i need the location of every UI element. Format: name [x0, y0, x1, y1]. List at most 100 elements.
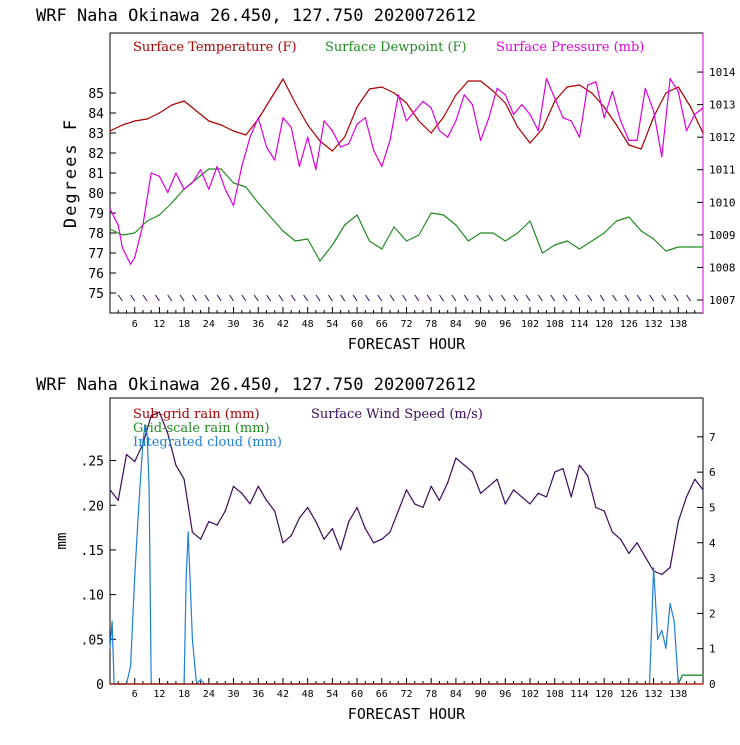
- wind-barb: [155, 294, 160, 302]
- data-point: [121, 234, 123, 236]
- wind-barb: [117, 294, 123, 302]
- data-point: [183, 100, 185, 102]
- y-left-tick-label: .15: [81, 544, 104, 559]
- data-point: [134, 576, 136, 578]
- data-point: [405, 120, 408, 122]
- data-point: [644, 87, 646, 89]
- data-point: [265, 499, 268, 501]
- data-point: [183, 188, 185, 190]
- data-point: [603, 510, 605, 512]
- data-point: [603, 117, 605, 119]
- wind-barb: [253, 294, 259, 302]
- data-point: [443, 214, 445, 216]
- data-point: [200, 538, 202, 540]
- data-point: [661, 629, 663, 632]
- data-point: [517, 126, 519, 128]
- data-point: [570, 120, 572, 122]
- data-point: [496, 87, 498, 89]
- x-tick-label: 48: [302, 689, 314, 700]
- x-tick-label: 6: [132, 319, 138, 330]
- data-point: [270, 216, 272, 218]
- x-tick-label: 84: [450, 319, 462, 330]
- data-point: [290, 535, 292, 537]
- data-point: [393, 92, 395, 94]
- data-point: [562, 468, 564, 470]
- data-point: [418, 234, 420, 236]
- data-point: [438, 130, 440, 132]
- data-point: [257, 117, 259, 119]
- data-point: [191, 531, 193, 533]
- x-tick-label: 108: [546, 319, 564, 330]
- data-point: [669, 566, 671, 569]
- wind-barb: [414, 294, 420, 302]
- data-point: [578, 84, 581, 86]
- data-point: [171, 202, 173, 204]
- x-tick-label: 42: [277, 319, 289, 330]
- data-point: [282, 78, 284, 80]
- data-point: [405, 489, 408, 491]
- data-point: [422, 100, 424, 102]
- data-point: [232, 182, 235, 184]
- data-point: [702, 246, 704, 248]
- wind-barb: [303, 294, 309, 302]
- data-point: [665, 92, 667, 94]
- x-tick-label: 96: [499, 689, 511, 700]
- data-point: [702, 489, 704, 491]
- y-right-tick-label: 3: [709, 572, 716, 585]
- data-point: [315, 169, 317, 171]
- data-point: [191, 638, 193, 640]
- data-point: [142, 442, 144, 444]
- data-point: [529, 503, 531, 505]
- y-left-tick-label: 80: [88, 187, 104, 202]
- data-point: [319, 260, 321, 262]
- data-point: [644, 556, 646, 558]
- legend-entry: Surface Wind Speed (m/s): [311, 407, 483, 422]
- data-point: [208, 168, 210, 170]
- data-point: [517, 232, 519, 234]
- data-point: [158, 411, 160, 413]
- data-point: [265, 146, 268, 148]
- panel-2: WRF Naha Okinawa 26.450, 127.750 2020072…: [36, 375, 716, 723]
- wind-barb: [142, 294, 148, 302]
- data-point: [537, 492, 539, 494]
- data-point: [665, 647, 667, 649]
- wind-barb: [525, 294, 531, 302]
- data-point: [685, 496, 688, 498]
- data-point: [677, 521, 679, 523]
- x-tick-label: 18: [178, 689, 190, 700]
- data-point: [331, 244, 333, 246]
- data-point: [224, 188, 226, 190]
- data-point: [673, 620, 675, 623]
- data-point: [554, 97, 556, 99]
- data-point: [578, 248, 581, 250]
- wind-barb: [229, 294, 234, 302]
- x-tick-label: 78: [425, 689, 437, 700]
- x-tick-label: 36: [252, 689, 264, 700]
- data-point: [117, 499, 119, 501]
- wind-barb: [204, 294, 210, 302]
- data-point: [591, 240, 593, 242]
- data-point: [529, 113, 531, 115]
- data-point: [208, 188, 210, 190]
- data-point: [146, 433, 148, 435]
- data-point: [150, 172, 152, 174]
- data-point: [430, 107, 432, 109]
- data-point: [298, 517, 300, 519]
- data-point: [282, 230, 284, 232]
- wind-barb: [352, 294, 358, 302]
- data-point: [109, 647, 111, 649]
- data-point: [653, 110, 655, 112]
- data-point: [315, 521, 317, 523]
- data-point: [677, 91, 679, 93]
- x-tick-label: 108: [546, 689, 564, 700]
- data-point: [467, 80, 469, 82]
- data-point: [640, 148, 642, 150]
- y-right-tick-label: 6: [709, 466, 716, 479]
- data-point: [628, 139, 630, 141]
- y-right-tick-label: 1007: [709, 294, 736, 307]
- legend-entry: Surface Pressure (mb): [496, 40, 644, 55]
- data-point: [665, 250, 667, 252]
- data-point: [513, 113, 515, 115]
- data-point: [636, 139, 638, 141]
